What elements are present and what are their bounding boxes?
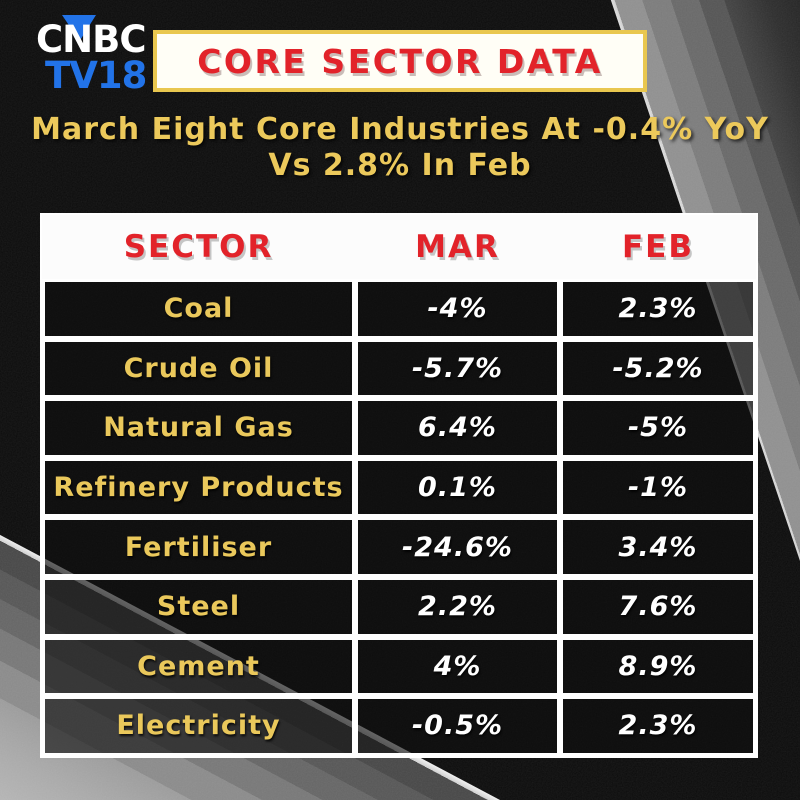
logo-tv18-text: TV18 — [45, 54, 147, 98]
title-banner: CORE SECTOR DATA — [153, 30, 647, 92]
column-header-sector: SECTOR — [123, 229, 274, 265]
mar-cell: -24.6% — [355, 517, 560, 577]
mar-cell: -5.7% — [355, 338, 560, 399]
cnbctv18-logo: CNBC TV18 — [36, 15, 147, 98]
table-row: Natural Gas 6.4% -5% — [42, 398, 756, 458]
column-header-mar: MAR — [415, 229, 500, 265]
feb-cell: -1% — [560, 457, 756, 518]
table-row: Crude Oil -5.7% -5.2% — [42, 338, 756, 399]
sector-cell: Crude Oil — [42, 338, 355, 399]
feb-cell: -5.2% — [560, 338, 756, 399]
sector-cell: Cement — [42, 636, 355, 697]
core-sector-table: SECTOR MAR FEB Coal -4% 2.3% Crude Oil -… — [40, 213, 758, 758]
feb-cell: -5% — [560, 398, 756, 458]
logo-cnbc-text: CNBC — [36, 18, 146, 61]
page-title: CORE SECTOR DATA — [197, 41, 603, 81]
headline: March Eight Core Industries At -0.4% YoY… — [0, 112, 800, 184]
sector-cell: Refinery Products — [42, 457, 355, 518]
table-row: Electricity -0.5% 2.3% — [42, 696, 756, 756]
feb-cell: 7.6% — [560, 576, 756, 637]
table-row: Cement 4% 8.9% — [42, 636, 756, 697]
table-row: Coal -4% 2.3% — [42, 279, 756, 339]
mar-cell: 0.1% — [355, 457, 560, 518]
table-header-row: SECTOR MAR FEB — [42, 215, 756, 279]
mar-cell: 6.4% — [355, 398, 560, 458]
table-row: Refinery Products 0.1% -1% — [42, 457, 756, 518]
column-header-feb: FEB — [622, 229, 694, 265]
headline-line-1: March Eight Core Industries At -0.4% YoY — [31, 112, 769, 147]
feb-cell: 2.3% — [560, 696, 756, 756]
table-row: Steel 2.2% 7.6% — [42, 576, 756, 637]
feb-cell: 8.9% — [560, 636, 756, 697]
feb-cell: 3.4% — [560, 517, 756, 577]
mar-cell: 2.2% — [355, 576, 560, 637]
sector-cell: Natural Gas — [42, 398, 355, 458]
sector-cell: Steel — [42, 576, 355, 637]
sector-cell: Fertiliser — [42, 517, 355, 577]
mar-cell: -0.5% — [355, 696, 560, 756]
sector-cell: Electricity — [42, 696, 355, 756]
mar-cell: -4% — [355, 279, 560, 339]
feb-cell: 2.3% — [560, 279, 756, 339]
sector-cell: Coal — [42, 279, 355, 339]
headline-line-2: Vs 2.8% In Feb — [268, 148, 532, 183]
mar-cell: 4% — [355, 636, 560, 697]
table-row: Fertiliser -24.6% 3.4% — [42, 517, 756, 577]
